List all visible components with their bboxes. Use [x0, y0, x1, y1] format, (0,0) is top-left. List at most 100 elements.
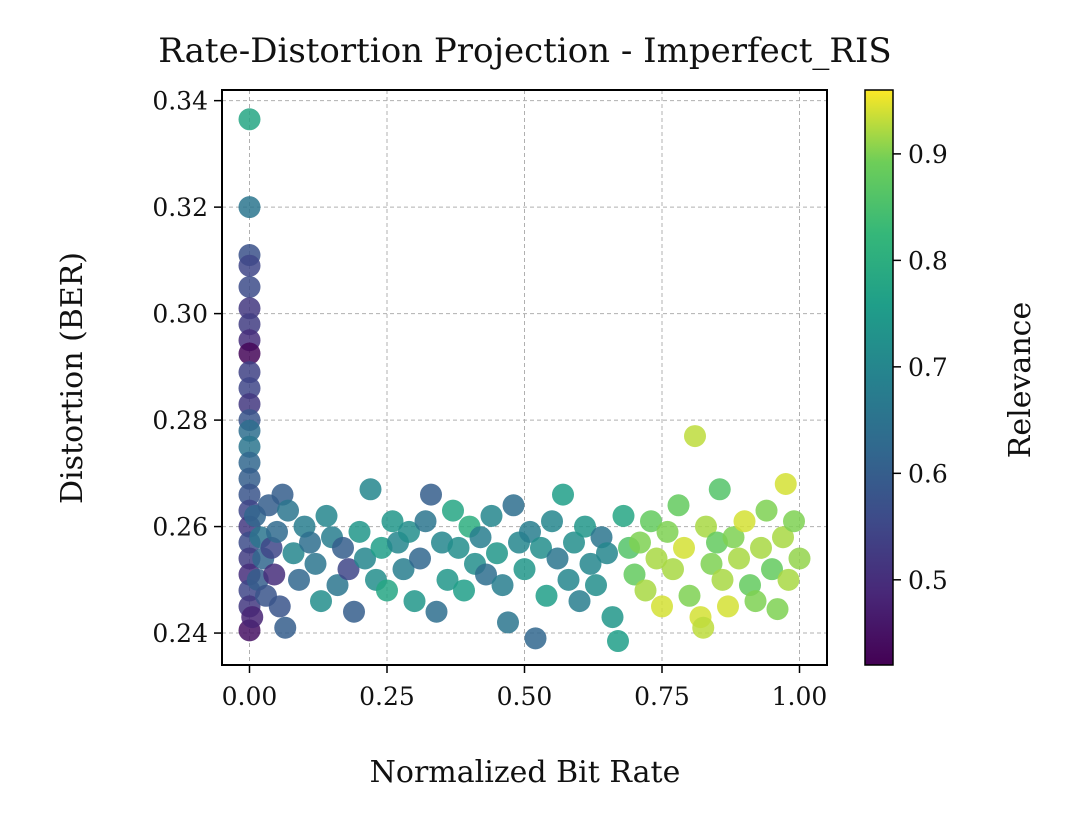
scatter-point: [607, 630, 629, 653]
colorbar-tick-label: 0.7: [908, 353, 948, 382]
colorbar-tick-label: 0.6: [908, 459, 948, 488]
scatter-points: [238, 108, 811, 653]
y-axis-ticks: 0.24 0.26 0.28 0.30 0.32 0.34: [152, 87, 222, 648]
scatter-point: [238, 254, 261, 277]
scatter-point: [299, 531, 321, 554]
scatter-point: [332, 536, 354, 559]
scatter-point: [277, 499, 299, 522]
scatter-point: [420, 483, 442, 506]
scatter-point: [288, 568, 310, 591]
x-tick-label: 0.00: [222, 682, 278, 711]
scatter-point: [524, 627, 547, 650]
scatter-point: [480, 504, 503, 527]
y-tick-label: 0.32: [152, 193, 208, 222]
y-tick-label: 0.34: [152, 87, 208, 116]
y-tick-label: 0.30: [152, 300, 208, 329]
scatter-point: [326, 574, 349, 597]
y-axis-label: Distortion (BER): [55, 252, 90, 504]
scatter-point: [530, 536, 552, 559]
scatter-point: [238, 275, 261, 298]
scatter-point: [238, 313, 261, 336]
colorbar-tick-label: 0.9: [908, 140, 948, 169]
scatter-point: [238, 483, 261, 506]
scatter-point: [744, 590, 767, 613]
scatter-point: [552, 483, 574, 506]
scatter-point: [274, 616, 297, 639]
scatter-point: [750, 536, 772, 559]
scatter-point: [783, 510, 805, 533]
scatter-point: [629, 531, 651, 554]
scatter-point: [662, 558, 684, 581]
scatter-point: [700, 552, 723, 575]
scatter-point: [475, 563, 497, 586]
x-tick-label: 0.50: [497, 682, 553, 711]
scatter-point: [392, 558, 415, 581]
scatter-point: [596, 542, 618, 565]
scatter-point: [772, 526, 794, 549]
scatter-point: [513, 558, 536, 581]
scatter-point: [706, 531, 728, 554]
scatter-point: [403, 590, 426, 613]
scatter-point: [238, 467, 261, 490]
x-tick-label: 0.75: [634, 682, 690, 711]
scatter-point: [266, 520, 288, 543]
scatter-point: [667, 494, 690, 517]
scatter-point: [238, 342, 261, 365]
scatter-point: [376, 579, 398, 602]
x-tick-label: 1.00: [772, 682, 828, 711]
scatter-point: [623, 563, 646, 586]
scatter-point: [425, 600, 448, 623]
scatter-point: [541, 510, 563, 533]
scatter-point: [579, 552, 602, 575]
scatter-point: [656, 520, 679, 543]
y-tick-label: 0.28: [152, 406, 208, 435]
scatter-point: [535, 584, 558, 607]
scatter-point: [348, 520, 371, 543]
scatter-point: [409, 547, 431, 570]
scatter-point: [442, 499, 464, 522]
scatter-point: [238, 451, 261, 474]
scatter-point: [717, 595, 739, 618]
scatter-point: [447, 536, 470, 559]
chart-title: Rate-Distortion Projection - Imperfect_R…: [158, 31, 891, 71]
scatter-point: [651, 595, 673, 618]
scatter-point: [673, 536, 695, 559]
x-axis-ticks: 0.00 0.25 0.50 0.75 1.00: [222, 665, 828, 711]
scatter-point: [238, 393, 261, 416]
scatter-point: [761, 558, 783, 581]
colorbar-label: Relevance: [1003, 302, 1038, 458]
scatter-point: [788, 547, 811, 570]
scatter-point: [238, 196, 261, 219]
scatter-point: [486, 542, 508, 565]
scatter-point: [722, 526, 745, 549]
scatter-point: [502, 494, 525, 517]
scatter-point: [557, 568, 580, 591]
scatter-point: [684, 425, 706, 448]
scatter-point: [310, 590, 332, 613]
scatter-point: [574, 515, 596, 538]
scatter-point: [238, 108, 261, 131]
scatter-point: [708, 478, 731, 501]
scatter-point: [755, 499, 778, 522]
scatter-point: [563, 531, 585, 554]
scatter-point: [585, 574, 607, 597]
scatter-point: [777, 568, 800, 591]
scatter-point: [268, 595, 291, 618]
scatter-point: [568, 590, 591, 613]
scatter-point: [640, 510, 662, 533]
scatter-point: [304, 552, 327, 575]
scatter-point: [766, 598, 789, 621]
x-axis-label: Normalized Bit Rate: [370, 755, 681, 790]
scatter-point: [634, 579, 657, 602]
scatter-point: [645, 547, 668, 570]
scatter-point: [453, 579, 475, 602]
scatter-point: [431, 531, 453, 554]
x-tick-label: 0.25: [359, 682, 415, 711]
scatter-point: [238, 377, 261, 400]
scatter-point: [337, 558, 360, 581]
scatter-point: [381, 510, 404, 533]
scatter-point: [695, 515, 717, 538]
scatter-point: [546, 547, 569, 570]
scatter-point: [354, 547, 376, 570]
scatter-point: [238, 419, 261, 442]
